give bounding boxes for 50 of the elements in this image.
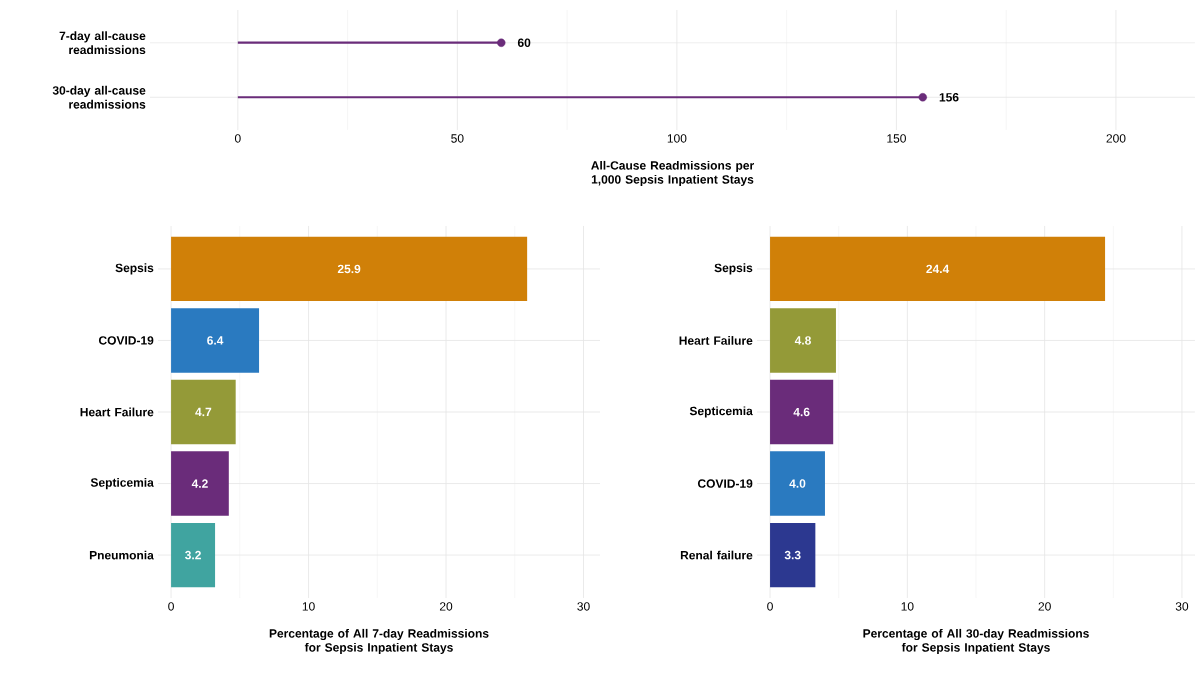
y-tick-label: 7-day all-cause readmissions xyxy=(59,31,146,55)
data-label: 60 xyxy=(517,38,531,47)
data-label: 4.6 xyxy=(793,407,810,417)
bar xyxy=(770,236,1106,302)
x-axis-title: All-Cause Readmissions per 1,000 Sepsis Inpatient Stays xyxy=(591,160,754,187)
x-tick-label: 200 xyxy=(1106,134,1126,143)
bar xyxy=(770,451,825,516)
bar xyxy=(171,379,236,445)
bar xyxy=(171,522,216,588)
y-tick-label: Septicemia xyxy=(90,477,154,490)
x-tick-label: 20 xyxy=(439,602,453,611)
bar xyxy=(770,308,836,373)
x-tick-label: 0 xyxy=(234,134,241,143)
bar xyxy=(171,236,528,302)
bar xyxy=(770,522,816,588)
y-tick-label: Sepsis xyxy=(714,263,753,275)
x-tick-label: 20 xyxy=(1038,602,1051,611)
data-label: 3.3 xyxy=(784,550,801,560)
y-tick-label: COVID-19 xyxy=(98,336,154,345)
y-tick-label: 30-day all-cause readmissions xyxy=(52,85,146,109)
y-tick-label: Sepsis xyxy=(115,263,154,275)
y-tick-label: Heart Failure xyxy=(80,407,154,417)
y-tick-label: Heart Failure xyxy=(679,336,753,345)
y-tick-label: Pneumonia xyxy=(89,550,154,560)
x-tick-label: 10 xyxy=(901,602,914,611)
data-label: 24.4 xyxy=(926,264,950,274)
data-label: 156 xyxy=(939,93,959,102)
x-tick-label: 50 xyxy=(451,134,464,143)
y-tick-label: COVID-19 xyxy=(697,479,753,488)
data-label: 4.2 xyxy=(191,479,208,488)
y-tick-label: Renal failure xyxy=(680,550,753,560)
bar xyxy=(171,451,229,516)
x-tick-label: 0 xyxy=(168,602,174,611)
x-tick-label: 0 xyxy=(767,602,773,611)
x-tick-label: 100 xyxy=(667,134,687,143)
x-tick-label: 30 xyxy=(1175,602,1189,611)
data-label: 4.8 xyxy=(794,336,811,345)
y-tick-label: Septicemia xyxy=(689,406,753,418)
bar xyxy=(770,379,834,445)
data-label: 3.2 xyxy=(185,550,201,560)
data-label: 25.9 xyxy=(337,264,361,274)
x-tick-label: 10 xyxy=(302,602,315,611)
data-label: 4.7 xyxy=(195,407,212,417)
bar xyxy=(171,308,260,373)
x-tick-label: 150 xyxy=(887,134,906,143)
x-axis-title: Percentage of All 7-day Readmissions for Sepsis Inpatient Stays xyxy=(269,628,489,655)
x-tick-label: 30 xyxy=(577,602,590,611)
x-axis-title: Percentage of All 30-day Readmissions for Sepsis Inpatient Stays xyxy=(863,628,1089,655)
data-label: 6.4 xyxy=(207,336,224,345)
data-label: 4.0 xyxy=(789,479,806,488)
